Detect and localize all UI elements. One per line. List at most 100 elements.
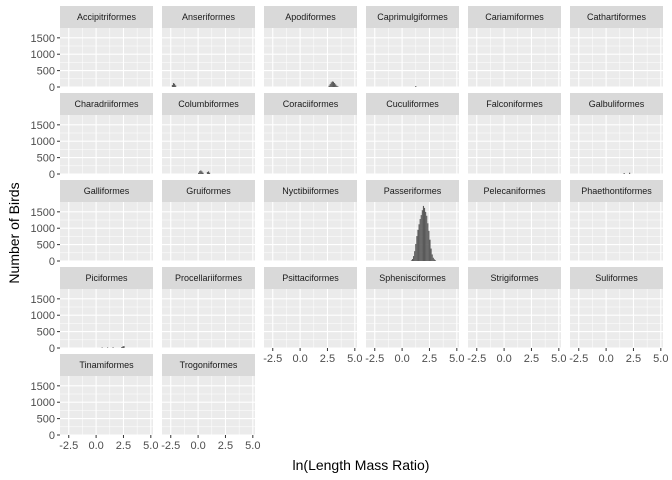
facet-label: Anseriformes	[182, 12, 236, 22]
histogram-bar	[411, 259, 414, 261]
facet-label: Pelecaniformes	[483, 186, 546, 196]
facet-panel	[366, 115, 459, 174]
facet-strip	[60, 6, 153, 28]
facet-strip	[570, 267, 663, 289]
facet-strip	[162, 93, 255, 115]
facet-panel	[468, 289, 561, 348]
histogram-bar	[421, 210, 423, 261]
x-tick-label: 5.0	[449, 353, 464, 365]
y-tick-label: 1500	[31, 381, 55, 393]
y-tick-label: 0	[49, 82, 55, 94]
x-tick-label: 2.5	[626, 353, 641, 365]
x-tick-label: 0.0	[496, 353, 511, 365]
histogram-bar	[121, 347, 123, 348]
facet-strip	[366, 6, 459, 28]
facet-panel	[264, 115, 357, 174]
x-tick-label: 2.5	[320, 353, 335, 365]
x-tick-label: 5.0	[143, 440, 158, 452]
histogram-bar	[202, 172, 204, 174]
x-tick-label: -2.5	[263, 353, 282, 365]
facet-panel	[468, 115, 561, 174]
x-tick-label: 2.5	[422, 353, 437, 365]
y-tick-label: 0	[49, 343, 55, 355]
facet-label: Passeriformes	[384, 186, 442, 196]
facet-label: Charadriiformes	[74, 99, 139, 109]
histogram-bar	[330, 82, 332, 87]
facet-panel	[162, 115, 255, 174]
facet-panel	[468, 202, 561, 261]
histogram-bar	[328, 85, 330, 87]
facet-label: Suliformes	[595, 273, 638, 283]
facet-strip	[264, 267, 357, 289]
histogram-bar	[417, 229, 419, 261]
facet-label: Psittaciformes	[282, 273, 339, 283]
histogram-bar	[432, 257, 434, 261]
facet-strip	[60, 180, 153, 202]
histogram-bar	[418, 224, 420, 261]
histogram-bar	[201, 171, 203, 174]
y-tick-label: 0	[49, 169, 55, 181]
histogram-bar	[172, 83, 175, 87]
y-tick-label: 0	[49, 256, 55, 268]
histogram-bar	[422, 205, 424, 261]
facet-panel	[162, 376, 255, 435]
facet-panel	[162, 28, 255, 87]
x-tick-label: 2.5	[218, 440, 233, 452]
x-tick-label: 0.0	[394, 353, 409, 365]
histogram-bar	[209, 172, 211, 174]
facet-strip	[366, 180, 459, 202]
histogram-bar	[123, 346, 125, 348]
facet-strip	[162, 354, 255, 376]
histogram-bar	[207, 171, 210, 174]
facet-strip	[468, 180, 561, 202]
histogram-bar	[329, 84, 331, 87]
facet-panel	[570, 115, 663, 174]
facet-panel	[60, 376, 153, 435]
facet-strip	[264, 93, 357, 115]
facet-panel	[162, 202, 255, 261]
facet-panel	[264, 289, 357, 348]
histogram-bar	[419, 219, 421, 261]
histogram-bar	[425, 211, 427, 261]
x-tick-label: -2.5	[161, 440, 180, 452]
facet-panel	[366, 202, 459, 261]
facet-label: Coraciiformes	[283, 99, 339, 109]
facet-label: Caprimulgiformes	[377, 12, 448, 22]
histogram-bar	[198, 172, 200, 174]
y-tick-label: 0	[49, 430, 55, 442]
facet-strip	[162, 180, 255, 202]
histogram-bar	[423, 207, 426, 261]
facet-label: Columbiformes	[178, 99, 239, 109]
histogram-bar	[175, 85, 177, 87]
histogram-bar	[334, 83, 336, 87]
histogram-bar	[206, 172, 208, 174]
facet-strip	[570, 93, 663, 115]
facet-label: Cuculiformes	[386, 99, 439, 109]
facet-strip	[468, 267, 561, 289]
facet-strip	[570, 6, 663, 28]
facet-label: Cathartiformes	[587, 12, 647, 22]
facet-label: Trogoniformes	[180, 360, 238, 370]
histogram-bar	[434, 260, 437, 261]
facet-label: Apodiformes	[285, 12, 336, 22]
histogram-bar	[112, 347, 114, 348]
y-tick-label: 500	[37, 414, 55, 426]
facet-strip	[60, 267, 153, 289]
y-tick-label: 1000	[31, 397, 55, 409]
facet-label: Procellariiformes	[175, 273, 243, 283]
y-tick-label: 500	[37, 327, 55, 339]
histogram-bar	[414, 251, 416, 261]
histogram-bar	[174, 83, 176, 87]
facet-panel	[570, 202, 663, 261]
x-axis-title: ln(Length Mass Ratio)	[293, 457, 430, 473]
facet-label: Strigiformes	[490, 273, 539, 283]
histogram-bar	[431, 254, 433, 261]
facet-label: Accipitriformes	[77, 12, 137, 22]
x-tick-label: 5.0	[653, 353, 668, 365]
x-tick-label: 0.0	[88, 440, 103, 452]
facet-strip	[162, 6, 255, 28]
facet-panel	[60, 28, 153, 87]
facet-panel	[570, 28, 663, 87]
x-tick-label: 2.5	[524, 353, 539, 365]
